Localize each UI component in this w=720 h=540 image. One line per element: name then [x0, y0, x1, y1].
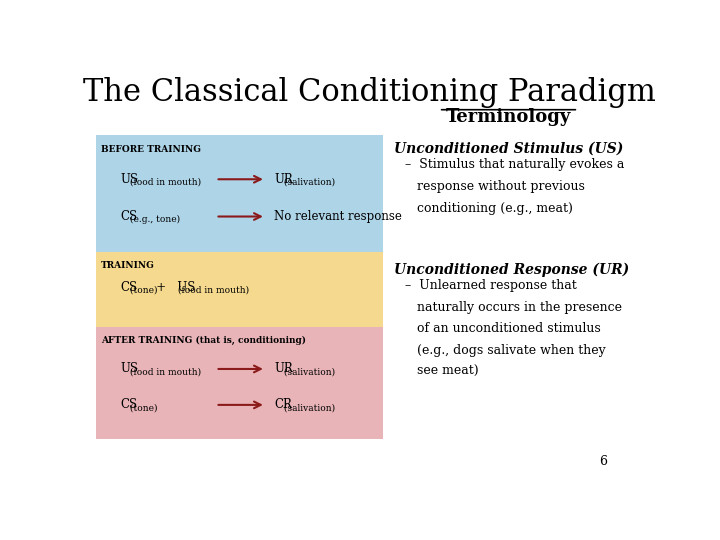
Text: BEFORE TRAINING: BEFORE TRAINING	[101, 145, 201, 154]
Text: US: US	[121, 362, 139, 375]
Text: (food in mouth): (food in mouth)	[176, 286, 250, 295]
Text: response without previous: response without previous	[405, 180, 585, 193]
Text: 6: 6	[599, 455, 608, 468]
Text: naturally occurs in the presence: naturally occurs in the presence	[405, 301, 622, 314]
Text: Terminology: Terminology	[446, 109, 571, 126]
Text: (tone): (tone)	[127, 403, 158, 413]
Bar	[96, 327, 383, 439]
Text: conditioning (e.g., meat): conditioning (e.g., meat)	[405, 201, 573, 214]
Text: No relevant response: No relevant response	[274, 210, 402, 223]
Text: (food in mouth): (food in mouth)	[127, 367, 202, 376]
Text: US: US	[121, 173, 139, 186]
Text: (salivation): (salivation)	[281, 178, 335, 187]
Text: (e.g., dogs salivate when they: (e.g., dogs salivate when they	[405, 344, 606, 357]
Text: (salivation): (salivation)	[281, 403, 335, 413]
Text: –  Unlearned response that: – Unlearned response that	[405, 279, 577, 292]
Text: (food in mouth): (food in mouth)	[127, 178, 202, 187]
Text: UR: UR	[274, 173, 293, 186]
Text: CS: CS	[121, 281, 138, 294]
Text: AFTER TRAINING (that is, conditioning): AFTER TRAINING (that is, conditioning)	[101, 336, 306, 345]
Text: (tone): (tone)	[127, 286, 158, 295]
Text: –  Stimulus that naturally evokes a: – Stimulus that naturally evokes a	[405, 158, 625, 171]
Bar	[96, 136, 383, 252]
Text: Unconditioned Stimulus (US): Unconditioned Stimulus (US)	[394, 141, 624, 156]
Text: TRAINING: TRAINING	[101, 261, 155, 270]
Text: (e.g., tone): (e.g., tone)	[127, 215, 181, 224]
Bar	[96, 252, 383, 327]
Text: (salivation): (salivation)	[281, 367, 335, 376]
Text: CS: CS	[121, 210, 138, 223]
Text: UR: UR	[274, 362, 293, 375]
Text: of an unconditioned stimulus: of an unconditioned stimulus	[405, 322, 601, 335]
Text: +   US: + US	[145, 281, 196, 294]
Text: Unconditioned Response (UR): Unconditioned Response (UR)	[394, 262, 629, 276]
Text: CR: CR	[274, 399, 292, 411]
Text: CS: CS	[121, 399, 138, 411]
Text: The Classical Conditioning Paradigm: The Classical Conditioning Paradigm	[83, 77, 655, 109]
Text: see meat): see meat)	[405, 366, 479, 379]
